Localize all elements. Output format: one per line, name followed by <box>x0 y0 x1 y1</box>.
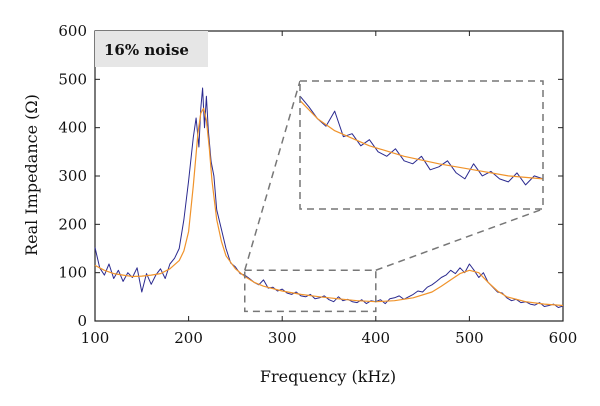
x-tick-label: 100 <box>81 329 110 347</box>
zoom-source-box <box>244 269 377 313</box>
y-tick-label: 600 <box>58 22 87 40</box>
zoom-inset-bg <box>300 81 543 209</box>
y-tick-label: 100 <box>58 264 87 282</box>
zoom-connector-left <box>244 80 301 271</box>
x-axis-label: Frequency (kHz) <box>260 367 396 386</box>
zoom-connector-right <box>375 208 544 271</box>
x-tick-label: 600 <box>549 329 578 347</box>
y-tick-label: 400 <box>58 119 87 137</box>
zoom-inset-fitted-curve-line <box>299 100 544 180</box>
y-tick-label: 500 <box>58 70 87 88</box>
x-tick-label: 500 <box>455 329 484 347</box>
zoom-inset-noisy-measurement-line <box>299 95 544 186</box>
y-tick-label: 300 <box>58 167 87 185</box>
y-tick-label: 200 <box>58 215 87 233</box>
y-axis-label: Real Impedance (Ω) <box>22 94 41 256</box>
x-tick-label: 400 <box>361 329 390 347</box>
fitted-curve-line <box>94 107 564 307</box>
x-tick-label: 300 <box>268 329 297 347</box>
noise-badge-bg <box>95 31 208 67</box>
x-tick-label: 200 <box>174 329 203 347</box>
zoom-inset-box <box>299 80 544 210</box>
y-tick-label: 0 <box>77 312 87 330</box>
noise-badge: 16% noise <box>104 41 189 59</box>
